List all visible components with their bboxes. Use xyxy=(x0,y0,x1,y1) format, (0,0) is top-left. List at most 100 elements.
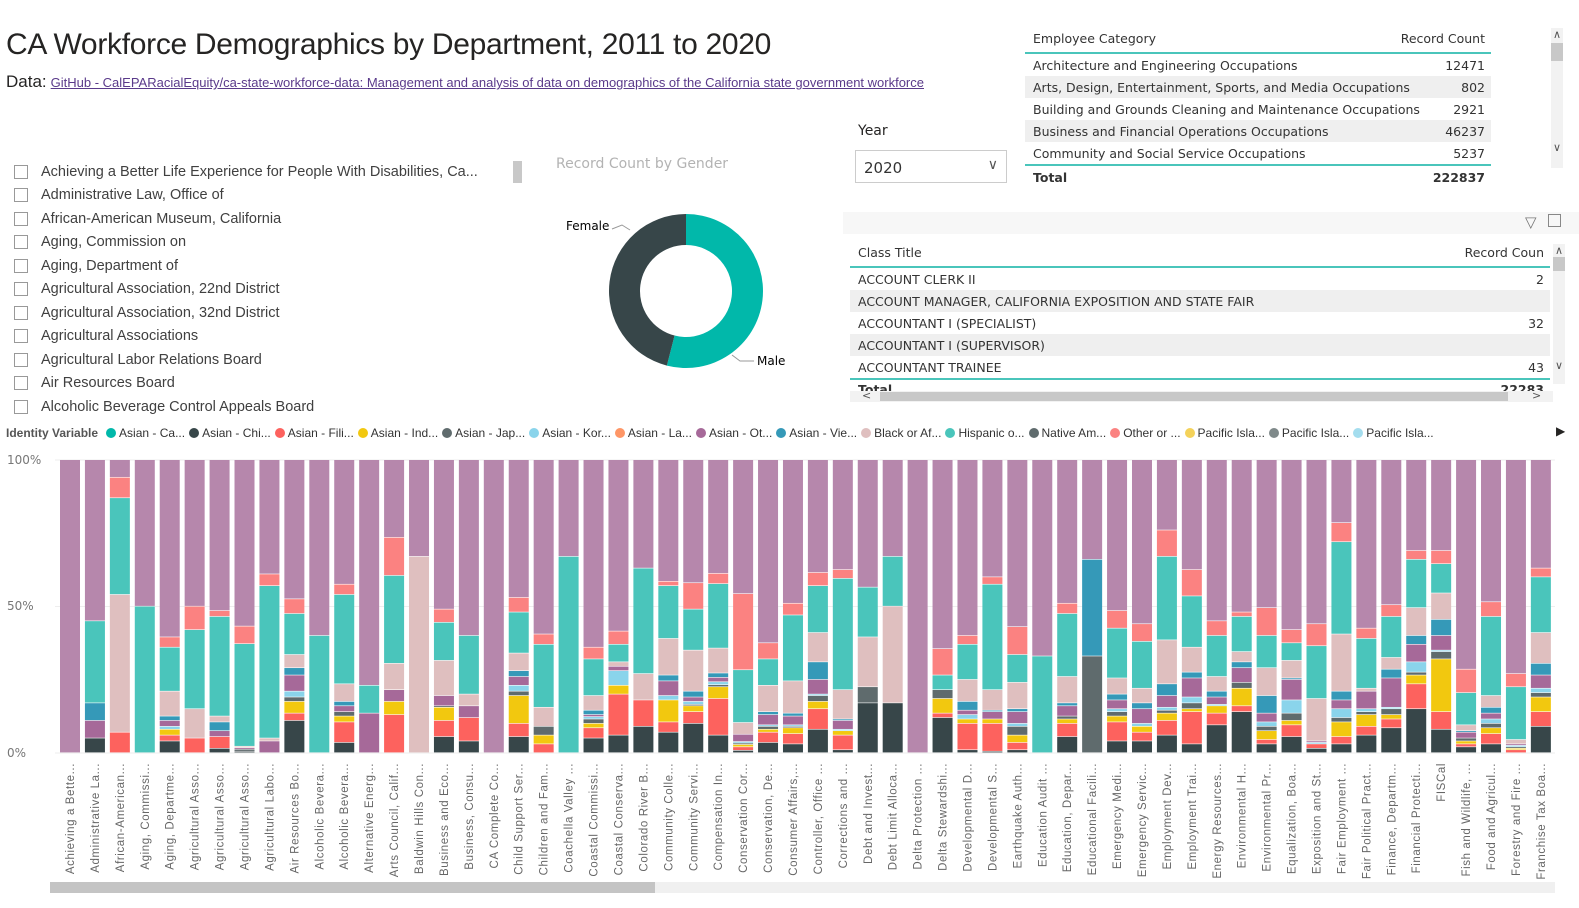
bar-segment[interactable] xyxy=(782,713,803,716)
bar-segment[interactable] xyxy=(733,744,754,747)
bar-segment[interactable] xyxy=(60,460,80,753)
bar-segment[interactable] xyxy=(1131,709,1152,724)
bar-segment[interactable] xyxy=(982,711,1003,719)
checkbox[interactable] xyxy=(14,258,28,273)
bar-segment[interactable] xyxy=(758,742,779,753)
bar-segment[interactable] xyxy=(159,729,180,735)
bar-segment[interactable] xyxy=(907,460,928,753)
bar-segment[interactable] xyxy=(658,675,679,681)
bar-segment[interactable] xyxy=(1156,713,1177,721)
bar-segment[interactable] xyxy=(1356,638,1377,688)
bar[interactable] xyxy=(708,460,729,753)
bar-segment[interactable] xyxy=(359,460,380,686)
bar-segment[interactable] xyxy=(1057,613,1078,677)
bar-segment[interactable] xyxy=(1281,679,1302,700)
bar-segment[interactable] xyxy=(1206,676,1227,691)
bar-segment[interactable] xyxy=(1505,747,1526,749)
bar-segment[interactable] xyxy=(84,621,105,703)
bar-segment[interactable] xyxy=(1107,694,1128,700)
bar-segment[interactable] xyxy=(508,691,529,696)
bar-segment[interactable] xyxy=(409,556,430,753)
slicer-item[interactable]: Alcoholic Beverage Control Appeals Board xyxy=(14,395,509,419)
bar-segment[interactable] xyxy=(1231,682,1252,688)
bar-segment[interactable] xyxy=(259,738,280,741)
bar-segment[interactable] xyxy=(807,632,828,662)
bar-segment[interactable] xyxy=(109,732,130,753)
bar-segment[interactable] xyxy=(1007,726,1028,735)
slicer-item[interactable]: African-American Museum, California xyxy=(14,207,509,231)
bar-segment[interactable] xyxy=(508,597,529,612)
bar-segment[interactable] xyxy=(433,460,454,609)
checkbox[interactable] xyxy=(14,282,28,297)
bar[interactable] xyxy=(1181,460,1202,753)
bar-segment[interactable] xyxy=(1381,678,1402,707)
bar-segment[interactable] xyxy=(334,584,355,595)
bar-segment[interactable] xyxy=(1530,692,1551,697)
bar-segment[interactable] xyxy=(1256,731,1277,740)
bar-segment[interactable] xyxy=(334,594,355,684)
bar-segment[interactable] xyxy=(1007,682,1028,709)
col-header-count[interactable]: Record Count xyxy=(1400,30,1485,46)
bar-segment[interactable] xyxy=(1456,725,1477,731)
bar-segment[interactable] xyxy=(1231,460,1252,612)
bar-segment[interactable] xyxy=(857,703,878,753)
bar-segment[interactable] xyxy=(533,707,554,727)
bar-segment[interactable] xyxy=(209,722,230,731)
bar-segment[interactable] xyxy=(1331,717,1352,722)
bar-segment[interactable] xyxy=(932,675,953,690)
bar-segment[interactable] xyxy=(384,460,405,538)
bar-segment[interactable] xyxy=(1281,700,1302,713)
bar[interactable] xyxy=(1231,460,1252,753)
bar-segment[interactable] xyxy=(1431,593,1452,620)
bar[interactable] xyxy=(1082,460,1103,753)
bar-segment[interactable] xyxy=(1107,700,1128,709)
bar-segment[interactable] xyxy=(1032,656,1053,753)
bar-segment[interactable] xyxy=(807,679,828,694)
bar-segment[interactable] xyxy=(1481,723,1502,728)
bar[interactable] xyxy=(1131,460,1152,753)
bar-segment[interactable] xyxy=(807,695,828,702)
bar-segment[interactable] xyxy=(184,738,205,753)
bar-segment[interactable] xyxy=(1481,713,1502,719)
bar-segment[interactable] xyxy=(433,695,454,706)
bar-segment[interactable] xyxy=(1256,739,1277,744)
scroll-down-icon[interactable]: ∨ xyxy=(1552,141,1562,154)
bar[interactable] xyxy=(1381,460,1402,753)
bar-segment[interactable] xyxy=(658,700,679,722)
bar-segment[interactable] xyxy=(159,637,180,647)
bar-segment[interactable] xyxy=(583,719,604,724)
bar-segment[interactable] xyxy=(1406,672,1427,675)
bar-segment[interactable] xyxy=(1256,607,1277,636)
bar-segment[interactable] xyxy=(608,666,629,671)
bar-segment[interactable] xyxy=(1156,684,1177,696)
bar-segment[interactable] xyxy=(1530,632,1551,664)
col-header-category[interactable]: Employee Category xyxy=(1033,30,1156,46)
bar[interactable] xyxy=(359,460,380,753)
bar-segment[interactable] xyxy=(1381,605,1402,617)
bar[interactable] xyxy=(857,460,878,753)
bar-segment[interactable] xyxy=(782,728,803,734)
bar-segment[interactable] xyxy=(1456,669,1477,693)
scroll-up-icon[interactable]: ∧ xyxy=(1552,28,1562,41)
bar-segment[interactable] xyxy=(1530,568,1551,577)
bar-segment[interactable] xyxy=(1181,672,1202,678)
bar-segment[interactable] xyxy=(1181,709,1202,712)
bar-segment[interactable] xyxy=(1281,460,1302,630)
bar-segment[interactable] xyxy=(1306,741,1327,743)
bar-segment[interactable] xyxy=(633,568,654,674)
checkbox[interactable] xyxy=(14,188,28,203)
bar-segment[interactable] xyxy=(259,574,280,586)
bar-segment[interactable] xyxy=(782,460,803,603)
legend-item[interactable]: Pacific Isla... xyxy=(1184,426,1265,440)
bar-segment[interactable] xyxy=(1530,688,1551,693)
bar-segment[interactable] xyxy=(284,697,305,702)
bar-segment[interactable] xyxy=(982,710,1003,712)
bar-segment[interactable] xyxy=(832,460,853,570)
bar-segment[interactable] xyxy=(683,609,704,650)
bar-segment[interactable] xyxy=(284,675,305,691)
bar-segment[interactable] xyxy=(1530,577,1551,633)
bar[interactable] xyxy=(1206,460,1227,753)
bar-segment[interactable] xyxy=(1505,748,1526,750)
bar-segment[interactable] xyxy=(1057,676,1078,703)
donut-slice-female[interactable] xyxy=(609,214,686,366)
